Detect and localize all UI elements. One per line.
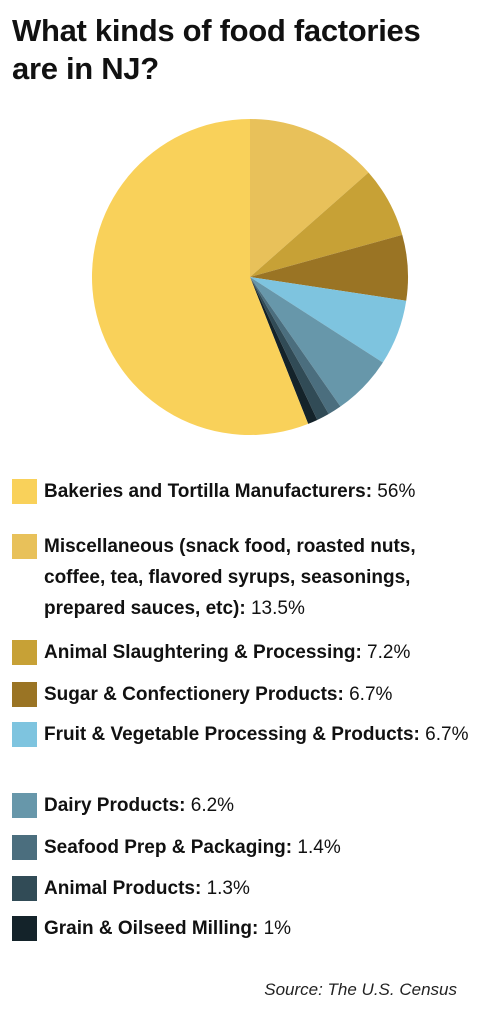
legend-label: Grain & Oilseed Milling:	[44, 918, 259, 939]
pie-svg	[91, 118, 409, 435]
legend-text: Animal Slaughtering & Processing: 7.2%	[44, 637, 470, 668]
legend-text: Grain & Oilseed Milling: 1%	[44, 913, 470, 944]
legend-text: Miscellaneous (snack food, roasted nuts,…	[44, 531, 470, 624]
pie-slice	[250, 119, 369, 277]
legend-swatch	[12, 916, 37, 941]
legend-label: Miscellaneous (snack food, roasted nuts,…	[44, 536, 416, 619]
legend-value: 6.2%	[185, 795, 235, 816]
legend-swatch	[12, 534, 37, 559]
legend-swatch	[12, 835, 37, 860]
legend-text: Fruit & Vegetable Processing & Products:…	[44, 719, 470, 750]
pie-slice	[250, 277, 383, 407]
pie-slice	[250, 277, 407, 363]
legend-swatch	[12, 640, 37, 665]
pie-slice	[250, 234, 409, 301]
legend-label: Fruit & Vegetable Processing & Products:	[44, 724, 420, 745]
legend-label: Seafood Prep & Packaging:	[44, 837, 293, 858]
pie-slice	[250, 172, 403, 277]
legend-value: 1.4%	[292, 837, 341, 858]
pie-slice	[250, 277, 341, 414]
legend-value: 7.2%	[361, 642, 411, 663]
chart-title: What kinds of food factories are in NJ?	[12, 13, 421, 86]
legend-label: Animal Slaughtering & Processing:	[44, 642, 362, 663]
legend-value: 6.7%	[419, 724, 469, 745]
pie-slice	[91, 118, 309, 435]
legend-text: Sugar & Confectionery Products: 6.7%	[44, 679, 470, 710]
legend-label: Animal Products:	[44, 878, 202, 899]
source-note: Source: The U.S. Census	[264, 980, 457, 999]
legend-swatch	[12, 479, 37, 504]
pie-chart	[85, 112, 415, 442]
legend-value: 1%	[258, 918, 292, 939]
legend-text: Bakeries and Tortilla Manufacturers: 56%	[44, 476, 470, 507]
legend-value: 1.3%	[201, 878, 250, 899]
legend-text: Animal Products: 1.3%	[44, 873, 470, 904]
legend-value: 13.5%	[245, 598, 305, 619]
legend-swatch	[12, 682, 37, 707]
legend-swatch	[12, 793, 37, 818]
pie-slice	[250, 277, 329, 420]
legend-label: Sugar & Confectionery Products:	[44, 684, 344, 705]
legend-swatch	[12, 722, 37, 747]
pie-slice	[250, 277, 318, 424]
legend-label: Bakeries and Tortilla Manufacturers:	[44, 481, 373, 502]
legend-value: 6.7%	[343, 684, 393, 705]
legend-label: Dairy Products:	[44, 795, 186, 816]
legend-text: Dairy Products: 6.2%	[44, 790, 470, 821]
legend-swatch	[12, 876, 37, 901]
legend-value: 56%	[372, 481, 416, 502]
legend-text: Seafood Prep & Packaging: 1.4%	[44, 832, 470, 863]
